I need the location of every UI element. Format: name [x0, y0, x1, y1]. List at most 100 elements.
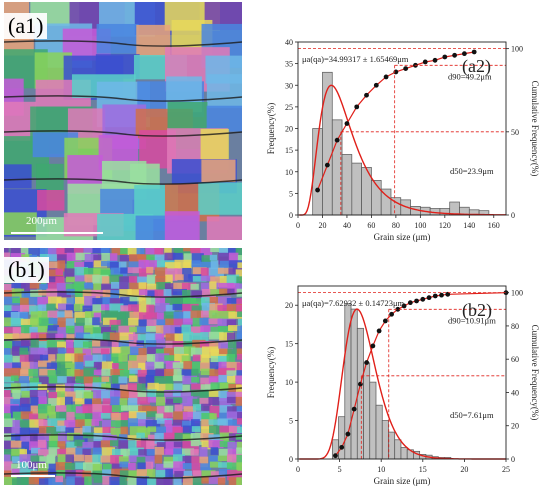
grain [137, 276, 155, 287]
grain [75, 332, 91, 339]
grain [100, 248, 110, 254]
grain [65, 304, 81, 313]
grain [147, 382, 159, 391]
cumulative-point [401, 303, 407, 309]
grain [66, 339, 74, 349]
grain [199, 397, 213, 407]
grain [227, 419, 242, 428]
grain [165, 297, 181, 306]
grain [83, 391, 97, 401]
grain [55, 462, 72, 473]
grain [65, 276, 84, 283]
grain [92, 339, 108, 347]
grain [109, 476, 126, 485]
grain [155, 348, 170, 358]
histogram-bar [338, 416, 346, 460]
grain [138, 268, 153, 279]
cumulative-point [407, 300, 413, 306]
histogram-bar [388, 431, 396, 460]
grain [181, 282, 197, 290]
grain [128, 317, 139, 326]
scale-bar [11, 232, 103, 234]
grain [173, 448, 185, 456]
grain [75, 462, 86, 470]
grain [154, 289, 167, 298]
grain [137, 419, 153, 427]
grain [74, 266, 89, 278]
x-tick-label: 40 [343, 221, 351, 230]
cumulative-point [333, 453, 338, 459]
grain [200, 384, 218, 394]
grain [219, 288, 231, 296]
grain [181, 369, 192, 378]
grain [84, 274, 100, 283]
grain [20, 411, 33, 419]
grain [119, 276, 135, 283]
grain [4, 348, 11, 359]
grain [93, 441, 102, 452]
grain [200, 368, 215, 376]
grain [236, 341, 242, 352]
grain [100, 440, 113, 450]
grain [192, 332, 202, 343]
grain [146, 266, 154, 274]
grain [154, 446, 164, 455]
grain [20, 476, 35, 485]
grain [47, 405, 56, 415]
grain [102, 331, 115, 344]
grain [38, 317, 54, 329]
grain [75, 398, 86, 405]
histogram-bar [369, 381, 377, 460]
grain [218, 296, 232, 308]
grain [136, 432, 145, 439]
grain [10, 317, 24, 327]
grain [156, 390, 166, 401]
grain [37, 296, 51, 308]
grain [48, 470, 58, 477]
grain [182, 384, 190, 397]
grain [21, 403, 32, 415]
grain [129, 346, 144, 356]
grain [183, 346, 196, 356]
grain [20, 318, 38, 326]
grain [12, 362, 23, 369]
grain [227, 449, 239, 459]
grain [75, 376, 90, 384]
grain [227, 332, 235, 342]
y-tick-label: 20 [285, 301, 293, 310]
grain [92, 297, 110, 308]
grain [28, 413, 46, 426]
grain [4, 433, 16, 441]
grain [66, 334, 75, 342]
grain [84, 282, 94, 289]
grain-boundary [4, 434, 242, 441]
grain [100, 413, 111, 419]
cumulative-point [422, 59, 428, 65]
panel-tag-a1: (a1) [4, 13, 48, 39]
grain [217, 455, 233, 462]
grain [155, 368, 166, 377]
grain [128, 355, 138, 361]
grain [226, 274, 240, 286]
grain [237, 412, 242, 423]
grain [138, 405, 152, 415]
grain [146, 304, 155, 318]
grain [64, 396, 73, 409]
y-tick-label: 40 [285, 38, 293, 47]
grain [156, 406, 170, 417]
y-tick-label: 5 [289, 417, 293, 426]
y2-tick-label: 80 [511, 322, 519, 331]
grain [146, 274, 157, 286]
grain [138, 296, 151, 305]
cumulative-point [324, 162, 330, 168]
cumulative-point [334, 137, 340, 143]
panel-tag: (b2) [462, 300, 492, 321]
grain [228, 425, 241, 439]
grain [226, 370, 242, 381]
grain [191, 347, 210, 357]
grain [74, 325, 84, 338]
grain [12, 355, 25, 366]
grain [83, 334, 95, 342]
grain [38, 396, 47, 405]
grain [156, 442, 173, 454]
